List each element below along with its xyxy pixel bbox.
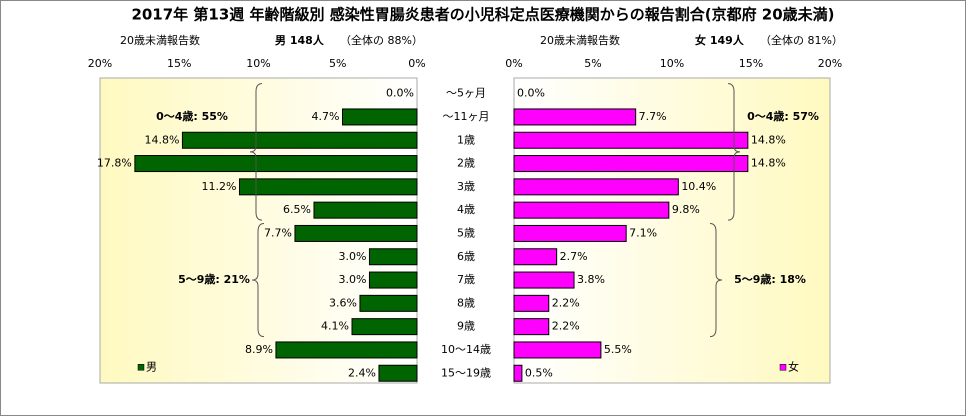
value-label: 4.7% bbox=[312, 110, 340, 123]
bar bbox=[513, 364, 523, 382]
group-annotation: 5～9歳: 21% bbox=[178, 272, 250, 286]
value-label: 6.5% bbox=[283, 203, 311, 216]
category-label: 3歳 bbox=[457, 180, 475, 193]
value-label: 7.1% bbox=[629, 226, 657, 239]
x-tick-label: 15% bbox=[167, 57, 191, 70]
value-label: 3.0% bbox=[338, 273, 366, 286]
value-label: 7.7% bbox=[639, 110, 667, 123]
header-label: 20歳未満報告数 bbox=[120, 34, 200, 47]
bar bbox=[351, 318, 418, 336]
category-label: 1歳 bbox=[457, 133, 475, 146]
x-tick-label: 5% bbox=[584, 57, 601, 70]
category-label: 9歳 bbox=[457, 320, 475, 333]
header-note: （全体の 88%） bbox=[340, 33, 423, 47]
bar bbox=[513, 108, 637, 126]
value-label: 10.4% bbox=[681, 180, 716, 193]
value-label: 14.8% bbox=[144, 133, 179, 146]
value-label: 17.8% bbox=[97, 157, 132, 170]
header: 女 149人 bbox=[695, 33, 745, 47]
category-label: 15～19歳 bbox=[441, 366, 491, 379]
legend-swatch bbox=[137, 364, 145, 371]
value-label: 2.2% bbox=[552, 320, 580, 333]
bar bbox=[238, 178, 418, 196]
value-label: 2.7% bbox=[560, 250, 588, 263]
bar bbox=[513, 131, 749, 149]
bar bbox=[513, 178, 679, 196]
value-label: 5.5% bbox=[604, 343, 632, 356]
bar bbox=[513, 294, 550, 312]
bar bbox=[294, 224, 418, 242]
x-tick-label: 10% bbox=[660, 57, 684, 70]
group-brace bbox=[709, 222, 723, 338]
x-tick-label: 20% bbox=[88, 57, 112, 70]
bar bbox=[513, 248, 558, 266]
bar bbox=[359, 294, 418, 312]
x-tick-label: 20% bbox=[818, 57, 842, 70]
value-label: 11.2% bbox=[202, 180, 237, 193]
legend-label: 女 bbox=[788, 359, 799, 373]
bar bbox=[181, 131, 418, 149]
group-brace bbox=[249, 83, 263, 221]
value-label: 0.5% bbox=[525, 366, 553, 379]
legend-label: 男 bbox=[146, 360, 157, 373]
category-label: 2歳 bbox=[457, 157, 475, 170]
value-label: 14.8% bbox=[751, 133, 786, 146]
value-label: 3.0% bbox=[338, 250, 366, 263]
x-tick-label: 0% bbox=[505, 57, 522, 70]
x-tick-label: 5% bbox=[329, 57, 346, 70]
value-label: 8.9% bbox=[245, 343, 273, 356]
x-tick-label: 0% bbox=[408, 57, 425, 70]
category-label: 4歳 bbox=[457, 203, 475, 216]
category-label: 7歳 bbox=[457, 273, 475, 286]
bar bbox=[513, 341, 602, 359]
bar bbox=[513, 318, 550, 336]
value-label: 7.7% bbox=[264, 226, 292, 239]
bar bbox=[513, 271, 575, 289]
category-label: 6歳 bbox=[457, 250, 475, 263]
x-tick-label: 15% bbox=[739, 57, 763, 70]
value-label: 0.0% bbox=[386, 87, 414, 100]
chart-title: 2017年 第13週 年齢階級別 感染性胃腸炎患者の小児科定点医療機関からの報告… bbox=[131, 6, 834, 24]
group-annotation: 5～9歳: 18% bbox=[734, 272, 806, 286]
bar bbox=[342, 108, 418, 126]
bar bbox=[378, 364, 418, 382]
bar bbox=[313, 201, 418, 219]
group-brace bbox=[727, 83, 741, 221]
bar bbox=[368, 271, 418, 289]
header-note: （全体の 81%） bbox=[760, 33, 843, 47]
value-label: 14.8% bbox=[751, 157, 786, 170]
category-label: 10～14歳 bbox=[441, 343, 491, 356]
value-label: 0.0% bbox=[517, 87, 545, 100]
value-label: 2.2% bbox=[552, 296, 580, 309]
bar bbox=[513, 201, 670, 219]
value-label: 3.8% bbox=[577, 273, 605, 286]
value-label: 3.6% bbox=[329, 296, 357, 309]
group-annotation: 0～4歳: 55% bbox=[156, 109, 228, 123]
bar bbox=[368, 248, 418, 266]
group-brace bbox=[251, 222, 265, 338]
category-label: ～11ヶ月 bbox=[443, 110, 490, 123]
group-annotation: 0～4歳: 57% bbox=[747, 109, 819, 123]
bar bbox=[134, 155, 418, 173]
bar bbox=[513, 224, 627, 242]
category-label: 5歳 bbox=[457, 226, 475, 239]
header-label: 20歳未満報告数 bbox=[540, 34, 620, 47]
category-label: 8歳 bbox=[457, 296, 475, 309]
value-label: 9.8% bbox=[672, 203, 700, 216]
legend-swatch bbox=[779, 364, 787, 371]
value-label: 2.4% bbox=[348, 366, 376, 379]
value-label: 4.1% bbox=[321, 320, 349, 333]
bar bbox=[513, 155, 749, 173]
x-tick-label: 10% bbox=[246, 57, 270, 70]
bar bbox=[275, 341, 418, 359]
header: 男 148人 bbox=[275, 33, 325, 47]
category-label: ～5ヶ月 bbox=[446, 87, 486, 100]
